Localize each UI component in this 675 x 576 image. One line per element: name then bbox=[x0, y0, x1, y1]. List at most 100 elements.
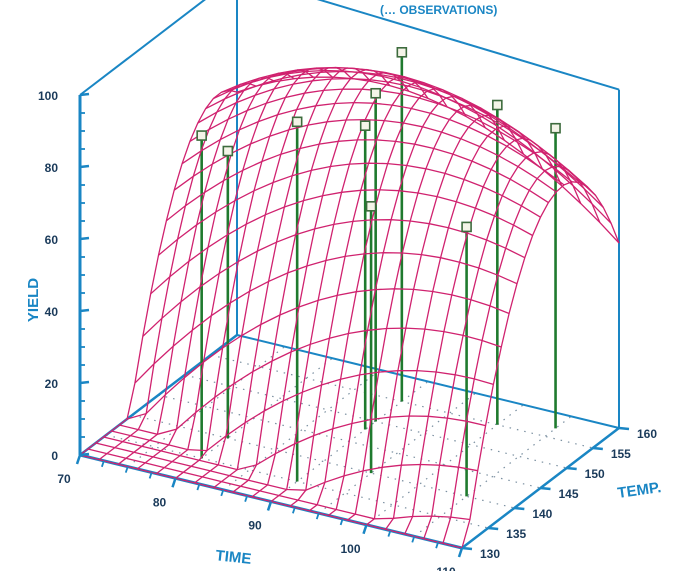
surface-mesh-line bbox=[150, 189, 533, 295]
back-walls bbox=[79, 0, 620, 550]
floor-grid-line-time bbox=[127, 346, 286, 468]
surface-mesh-line bbox=[194, 66, 353, 484]
y-major-tick bbox=[488, 526, 499, 531]
x-axis-label: TIME bbox=[215, 547, 252, 568]
z-major-tick bbox=[79, 92, 90, 97]
z-major-tick bbox=[79, 164, 90, 169]
z-major-tick bbox=[79, 452, 90, 457]
y-tick-label: 135 bbox=[506, 527, 526, 541]
z-major-tick bbox=[79, 236, 90, 241]
x-major-tick bbox=[75, 454, 82, 465]
surface-mesh-line bbox=[87, 448, 470, 521]
y-major-tick bbox=[540, 486, 551, 491]
surface-mesh-line bbox=[205, 70, 589, 188]
floor-grid-line-time bbox=[366, 404, 524, 526]
surface-mesh-line bbox=[181, 101, 565, 186]
surface-mesh-line bbox=[126, 288, 510, 420]
surface-mesh-line bbox=[173, 118, 557, 193]
x-major-tick bbox=[362, 524, 368, 535]
back-top-edge bbox=[316, 0, 620, 91]
observation-markers bbox=[196, 46, 561, 233]
y-tick-label: 155 bbox=[611, 447, 631, 461]
observation-marker bbox=[370, 87, 381, 99]
axis-ticks: 0 20 40 60 80 100 70 80 90 100 110 130 135 140 145 150 1… bbox=[38, 89, 657, 576]
z-major-tick bbox=[79, 308, 90, 313]
z-tick-label: 0 bbox=[51, 449, 58, 463]
z-tick-label: 80 bbox=[45, 161, 59, 175]
floor-grid-line-temp bbox=[132, 414, 515, 509]
x-major-tick bbox=[457, 547, 464, 558]
surface-mesh-line bbox=[221, 66, 604, 208]
y-tick-label: 145 bbox=[558, 487, 578, 501]
x-minor-tick bbox=[435, 541, 439, 549]
surface-mesh-line bbox=[213, 67, 596, 196]
x-tick-label: 80 bbox=[153, 495, 167, 509]
surface-mesh-line bbox=[142, 219, 526, 337]
x-minor-tick bbox=[148, 472, 153, 479]
y-major-tick bbox=[461, 546, 473, 551]
floor-grid-line-time bbox=[413, 415, 572, 537]
x-minor-tick bbox=[124, 466, 129, 473]
observation-marker bbox=[461, 221, 472, 233]
x-tick-label: 90 bbox=[248, 519, 262, 533]
x-major-tick bbox=[266, 501, 273, 511]
z-tick-label: 60 bbox=[45, 233, 59, 247]
z-tick-label: 20 bbox=[45, 377, 59, 391]
observation-marker bbox=[365, 201, 377, 212]
y-major-tick bbox=[566, 466, 577, 471]
z-major-tick bbox=[79, 380, 90, 385]
observation-marker bbox=[492, 99, 503, 111]
surface-mesh-line bbox=[461, 181, 620, 549]
x-minor-tick bbox=[292, 507, 296, 514]
surface-mesh-line bbox=[327, 95, 486, 517]
x-minor-tick bbox=[315, 512, 320, 520]
surface-mesh-line bbox=[228, 69, 612, 224]
observation-marker bbox=[359, 120, 371, 131]
floor-edge-back bbox=[236, 334, 620, 429]
y-major-tick bbox=[592, 446, 603, 451]
surface-mesh-line bbox=[251, 71, 410, 498]
surface-mesh-line bbox=[119, 327, 502, 435]
y-axis-label: TEMP. bbox=[616, 479, 662, 502]
z-tick-label: 40 bbox=[45, 305, 59, 319]
surface-mesh-line bbox=[165, 139, 549, 222]
z-tick-label: 100 bbox=[38, 89, 58, 103]
y-tick-label: 160 bbox=[637, 427, 657, 441]
x-minor-tick bbox=[411, 536, 416, 543]
observation-marker bbox=[196, 130, 207, 141]
surface-mesh-line bbox=[103, 415, 486, 471]
x-tick-label: 70 bbox=[57, 472, 71, 486]
surface-mesh-line bbox=[111, 369, 494, 452]
observation-marker bbox=[291, 116, 303, 128]
surface-mesh-line bbox=[366, 114, 525, 526]
y-tick-label: 140 bbox=[532, 507, 552, 521]
surface-mesh-line bbox=[158, 162, 541, 256]
x-minor-tick bbox=[244, 495, 248, 502]
observation-marker bbox=[550, 122, 561, 134]
chart-title: (… OBSERVATIONS) bbox=[380, 3, 497, 17]
y-tick-label: 150 bbox=[585, 467, 605, 481]
y-tick-label: 130 bbox=[480, 547, 500, 561]
observation-marker bbox=[222, 145, 234, 157]
floor-grid-line-time bbox=[222, 369, 381, 491]
x-tick-label: 100 bbox=[340, 542, 360, 556]
x-minor-tick bbox=[339, 518, 344, 526]
surface-mesh-line bbox=[79, 89, 238, 456]
x-minor-tick bbox=[196, 483, 201, 491]
x-minor-tick bbox=[220, 489, 225, 497]
surface-mesh-line bbox=[197, 77, 581, 183]
y-major-tick bbox=[514, 506, 525, 511]
x-minor-tick bbox=[387, 530, 392, 537]
surface-mesh-line bbox=[95, 442, 478, 491]
surface-mesh-line bbox=[236, 76, 620, 244]
observation-marker bbox=[396, 46, 408, 58]
response-surface bbox=[79, 66, 620, 549]
x-tick-label: 110 bbox=[436, 565, 456, 571]
surface-mesh-line bbox=[98, 82, 257, 461]
y-major-tick bbox=[618, 426, 630, 431]
x-minor-tick bbox=[101, 460, 105, 468]
left-top-edge bbox=[79, 0, 206, 96]
surface-mesh-line bbox=[134, 252, 518, 384]
